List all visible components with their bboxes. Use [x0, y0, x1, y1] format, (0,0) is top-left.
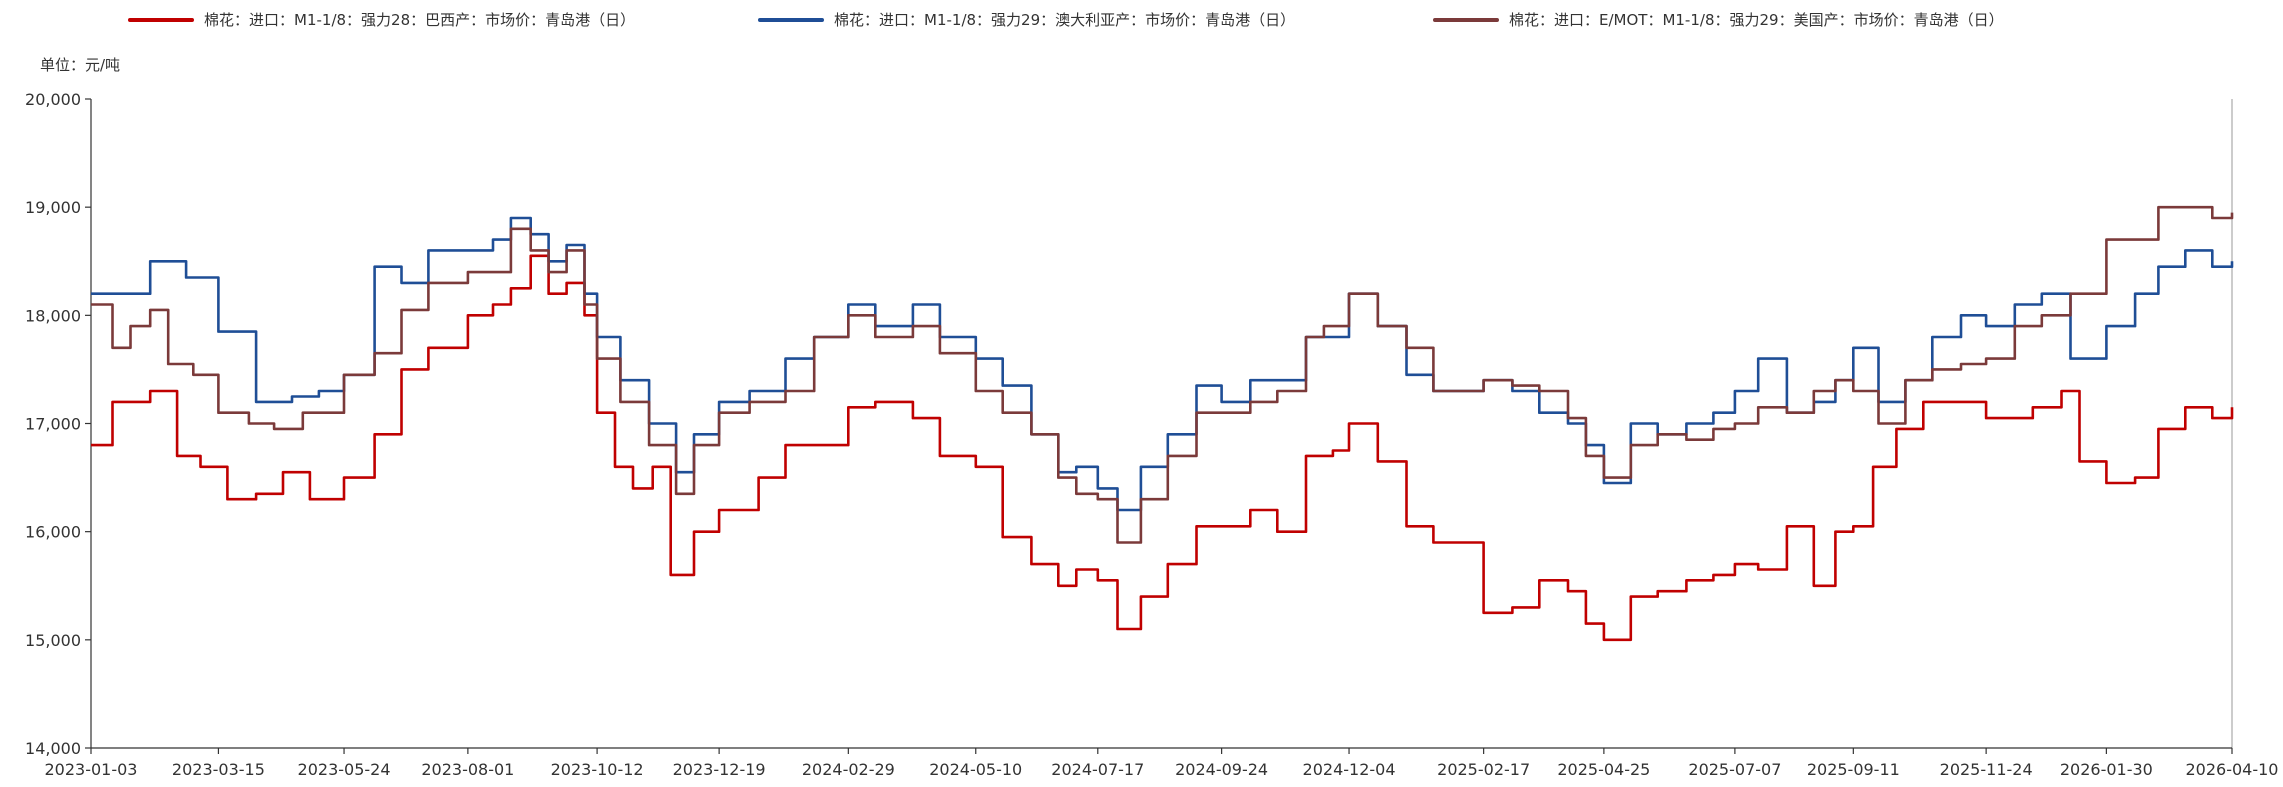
legend: 棉花：进口：M1-1/8：强力28：巴西产：市场价：青岛港（日） 棉花：进口：M1… [128, 11, 2004, 29]
y-tick-label: 18,000 [25, 306, 81, 325]
unit-label: 单位：元/吨 [40, 56, 120, 74]
x-tick-label: 2025-09-11 [1807, 760, 1900, 779]
y-tick-label: 15,000 [25, 631, 81, 650]
x-tick-label: 2023-03-15 [172, 760, 265, 779]
y-tick-label: 16,000 [25, 523, 81, 542]
legend-label: 棉花：进口：E/MOT：M1-1/8：强力29：美国产：市场价：青岛港（日） [1509, 11, 2004, 29]
y-axis: 14,000 15,000 16,000 17,000 18,000 19,000 20,0… [25, 90, 2233, 758]
x-tick-label: 2026-04-10 [2186, 760, 2279, 779]
series-line-3 [91, 205, 2234, 544]
legend-item-2[interactable]: 棉花：进口：M1-1/8：强力29：澳大利亚产：市场价：青岛港（日） [758, 11, 1295, 29]
x-tick-label: 2026-01-30 [2060, 760, 2153, 779]
x-tick-label: 2025-07-07 [1688, 760, 1781, 779]
x-tick-label: 2023-08-01 [421, 760, 514, 779]
x-tick-label: 2023-01-03 [45, 760, 138, 779]
legend-item-1[interactable]: 棉花：进口：M1-1/8：强力28：巴西产：市场价：青岛港（日） [128, 11, 635, 29]
plot-area [91, 205, 2234, 642]
legend-label: 棉花：进口：M1-1/8：强力29：澳大利亚产：市场价：青岛港（日） [834, 11, 1295, 29]
legend-item-3[interactable]: 棉花：进口：E/MOT：M1-1/8：强力29：美国产：市场价：青岛港（日） [1433, 11, 2004, 29]
y-tick-label: 20,000 [25, 90, 81, 109]
x-tick-label: 2024-05-10 [929, 760, 1022, 779]
legend-label: 棉花：进口：M1-1/8：强力28：巴西产：市场价：青岛港（日） [204, 11, 635, 29]
y-tick-label: 19,000 [25, 198, 81, 217]
y-tick-label: 17,000 [25, 415, 81, 434]
x-tick-label: 2023-10-12 [551, 760, 644, 779]
x-tick-label: 2025-02-17 [1437, 760, 1530, 779]
x-tick-label: 2023-05-24 [298, 760, 391, 779]
x-tick-label: 2024-09-24 [1175, 760, 1268, 779]
x-tick-label: 2025-11-24 [1940, 760, 2033, 779]
x-tick-label: 2024-07-17 [1051, 760, 1144, 779]
y-tick-label: 14,000 [25, 739, 81, 758]
series-line-1 [91, 254, 2234, 642]
x-tick-label: 2025-04-25 [1557, 760, 1650, 779]
x-tick-label: 2024-02-29 [802, 760, 895, 779]
x-tick-label: 2024-12-04 [1303, 760, 1396, 779]
x-tick-label: 2023-12-19 [673, 760, 766, 779]
x-axis: 2023-01-03 2023-03-15 2023-05-24 2023-08-01… [45, 747, 2279, 779]
